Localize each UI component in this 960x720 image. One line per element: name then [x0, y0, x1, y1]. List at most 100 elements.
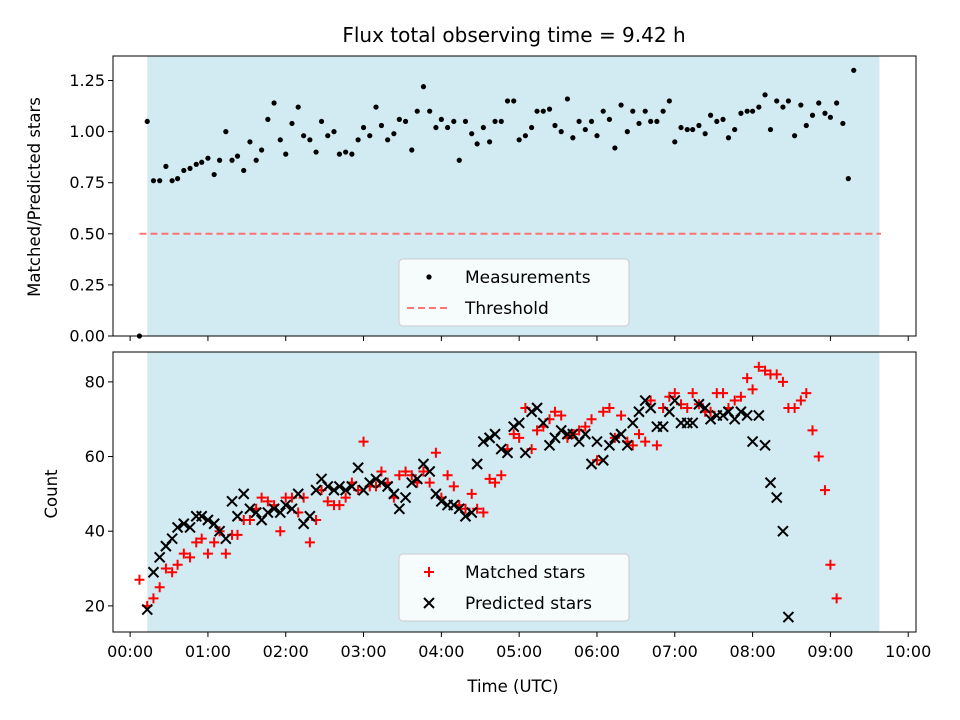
top-y-tick-label: 0.50	[69, 224, 105, 243]
measurements-point	[762, 92, 768, 98]
measurements-point	[438, 116, 444, 122]
predicted-stars-point	[508, 420, 520, 433]
measurements-point	[420, 84, 427, 90]
bottom-x-tick-label: 02:00	[263, 642, 309, 661]
measurements-point	[594, 133, 600, 139]
measurements-point	[336, 151, 343, 157]
matched-stars-point	[262, 496, 273, 507]
predicted-stars-point	[543, 439, 556, 452]
measurements-point	[253, 157, 259, 163]
predicted-stars-point	[153, 551, 166, 564]
top-y-tick-label: 1.00	[69, 122, 105, 141]
measurements-point	[216, 157, 223, 163]
matched-stars-point	[718, 388, 729, 399]
bottom-y-tick-label: 80	[85, 372, 105, 391]
measurements-point	[157, 178, 163, 184]
measurements-point	[672, 139, 678, 145]
measurements-point	[385, 137, 391, 143]
measurements-point	[511, 98, 517, 104]
matched-stars-point	[358, 436, 369, 447]
bottom-x-tick-label: 08:00	[730, 642, 776, 661]
measurements-point	[827, 114, 834, 120]
matched-stars-point	[400, 466, 411, 477]
measurements-point	[259, 147, 265, 153]
matched-stars-point	[232, 529, 243, 540]
measurements-point	[756, 104, 762, 110]
predicted-stars-point	[633, 406, 645, 418]
matched-stars-point	[275, 526, 286, 537]
predicted-stars-point	[579, 428, 592, 440]
measurements-point	[480, 124, 486, 131]
matched-stars-point	[472, 503, 483, 514]
measurements-point	[414, 108, 420, 114]
measurements-point	[732, 126, 738, 133]
x-axis-label: Time (UTC)	[466, 677, 558, 696]
predicted-stars-point	[195, 510, 208, 522]
predicted-stars-point	[657, 420, 669, 433]
matched-stars-point	[645, 395, 656, 406]
predicted-stars-point	[388, 488, 400, 500]
bottom-x-tick-label: 04:00	[418, 642, 464, 661]
matched-stars-point	[244, 515, 255, 525]
predicted-stars-point	[759, 439, 771, 452]
bottom-x-tick-label: 07:00	[652, 642, 698, 661]
bottom-legend-label: Predicted stars	[465, 594, 592, 614]
measurements-point	[534, 108, 540, 114]
matched-stars-point	[760, 365, 771, 376]
matched-stars-point	[580, 421, 591, 432]
matched-stars-point	[633, 429, 644, 440]
legend-predicted-marker	[423, 597, 435, 609]
bottom-plot-panel: 20 40 60 80 00:00 01:00 02:00 03:00 04:00 05:00 06…	[85, 351, 931, 661]
bottom-y-tick-label: 60	[85, 447, 105, 466]
measurements-point	[409, 147, 415, 153]
measurements-point	[150, 178, 157, 184]
matched-stars-point	[640, 436, 651, 447]
predicted-stars-point	[262, 506, 274, 519]
bottom-x-tick-label: 10:00	[885, 642, 931, 661]
legend-measurements-marker	[426, 274, 432, 280]
measurements-point	[648, 118, 654, 125]
matched-stars-point	[202, 548, 213, 559]
predicted-stars-point	[339, 484, 352, 496]
predicted-stars-point	[669, 394, 681, 407]
bottom-x-tick-label: 00:00	[107, 642, 153, 661]
measurements-point	[271, 100, 277, 106]
measurements-point	[313, 149, 319, 155]
predicted-stars-point	[471, 458, 483, 470]
measurements-point	[169, 178, 175, 184]
top-y-tick-label: 1.25	[69, 71, 105, 90]
predicted-stars-point	[735, 406, 747, 418]
predicted-stars-point	[448, 499, 460, 511]
matched-stars-point	[340, 492, 351, 503]
measurements-point	[749, 108, 756, 114]
predicted-stars-point	[406, 476, 418, 489]
measurements-point	[845, 176, 851, 182]
measurements-point	[144, 118, 150, 125]
bottom-x-tick-label: 03:00	[340, 642, 386, 661]
predicted-stars-point	[202, 514, 214, 526]
measurements-point	[714, 118, 720, 125]
measurements-point	[798, 102, 804, 108]
matched-stars-point	[735, 391, 746, 402]
matched-stars-point	[442, 470, 453, 481]
predicted-stars-point	[328, 484, 340, 496]
measurements-point	[378, 122, 385, 129]
matched-stars-point	[747, 384, 758, 395]
matched-stars-point	[298, 492, 309, 503]
predicted-stars-point	[771, 491, 783, 504]
matched-stars-point	[556, 410, 567, 421]
matched-stars-point	[394, 470, 405, 481]
matched-stars-point	[406, 470, 417, 481]
predicted-stars-point	[741, 409, 753, 422]
bottom-x-tick-label: 01:00	[185, 642, 231, 661]
legend-matched-marker	[424, 567, 434, 577]
bottom-x-tick-label: 06:00	[574, 642, 620, 661]
predicted-stars-point	[430, 488, 442, 500]
measurements-point	[570, 135, 576, 141]
matched-stars-point	[220, 548, 231, 559]
top-axes-frame	[112, 55, 917, 337]
predicted-stars-point	[483, 432, 496, 444]
measurements-point	[660, 108, 666, 114]
matched-stars-point	[598, 406, 609, 417]
matched-stars-point	[807, 425, 818, 436]
